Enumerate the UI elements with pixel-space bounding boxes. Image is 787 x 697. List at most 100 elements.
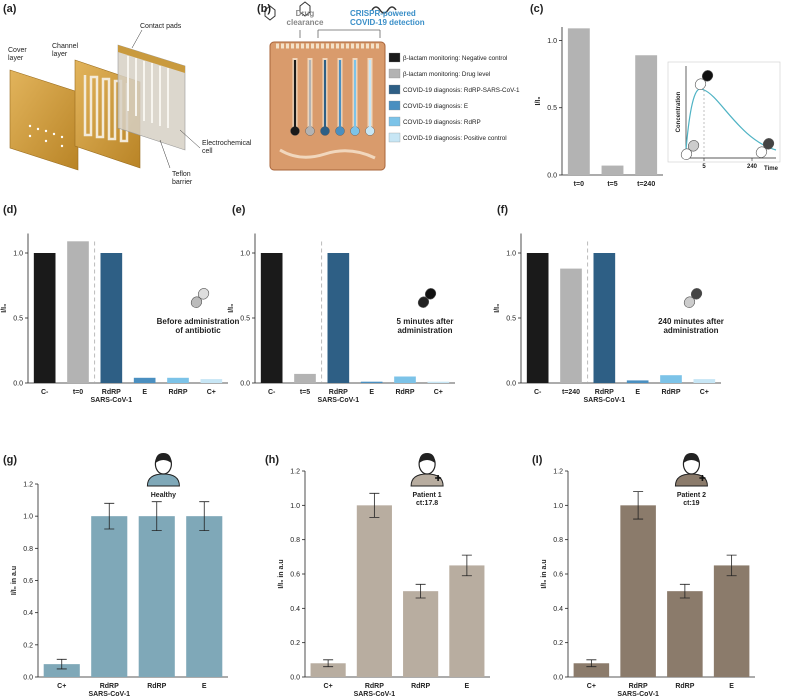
bar (100, 253, 123, 383)
y-tick-label: 0.0 (547, 173, 557, 180)
bar (356, 505, 392, 677)
x-tick-label: t=0 (574, 181, 584, 188)
bar (33, 253, 56, 383)
chip-well (305, 126, 315, 136)
bar (327, 253, 350, 383)
bar (200, 379, 223, 383)
bar (693, 379, 716, 383)
legend-swatch (388, 84, 401, 95)
y-tick-label: 1.2 (290, 469, 300, 476)
y-tick-label: 0.6 (290, 572, 300, 579)
bar (403, 591, 439, 677)
person-icon (410, 453, 444, 487)
x-tick-label: C- (41, 389, 49, 396)
y-tick-label: 1.0 (547, 38, 557, 45)
y-tick-label: 1.2 (23, 482, 33, 489)
pill-half (190, 296, 203, 308)
panel-label: (h) (265, 454, 279, 466)
inset-x-tick-label: 240 (747, 164, 758, 170)
error-bar (199, 501, 210, 532)
x-tick-label: E (635, 389, 640, 396)
y-tick-label: 0.0 (553, 675, 563, 682)
inset-y-label: Concentration (676, 91, 682, 132)
y-tick-label: 0.0 (506, 381, 516, 388)
chart-title: Healthy (151, 492, 176, 499)
x-tick-label: E (369, 389, 374, 396)
illustration-label: Teflon barrier (172, 171, 193, 186)
y-tick-label: 1.0 (240, 251, 250, 258)
y-tick-label: 1.0 (290, 503, 300, 510)
device-illustration (9, 29, 201, 171)
y-tick-label: 1.0 (553, 503, 563, 510)
person-body (146, 473, 180, 487)
y-tick-label: 0.2 (290, 640, 300, 647)
bar (560, 268, 582, 383)
y-tick-label: 0.5 (506, 316, 516, 323)
x-tick-label: t=0 (73, 389, 83, 396)
x-tick-label: t=240 (562, 389, 580, 396)
inset-x-label: Time (764, 166, 779, 172)
x-tick-label: RdRP SARS-CoV-1 (318, 389, 360, 404)
panel-label: (c) (530, 3, 544, 15)
x-tick-label: C- (534, 389, 542, 396)
panel-label: (b) (257, 3, 271, 15)
bar (133, 377, 156, 383)
bar (449, 565, 485, 677)
person-cross (699, 475, 706, 481)
y-tick-label: 0.8 (23, 546, 33, 553)
x-tick-label: E (142, 389, 147, 396)
person-icon (146, 453, 180, 487)
panel-label: (f) (497, 204, 508, 216)
bar (573, 663, 610, 677)
error-bar (586, 659, 597, 668)
chip-heading: CRISPR-powered COVID-19 detection (350, 9, 425, 27)
x-tick-label: C+ (700, 389, 709, 396)
error-bar (151, 501, 162, 532)
y-tick-label: 0.0 (290, 675, 300, 682)
bar (91, 516, 128, 677)
x-tick-label: RdRP (147, 683, 166, 690)
y-axis-label: I/I₀ (1, 304, 8, 313)
bar (43, 664, 80, 677)
pill-half (417, 296, 430, 308)
legend-label: COVID-19 diagnosis: E (403, 103, 468, 110)
x-tick-label: C+ (207, 389, 216, 396)
bar (635, 55, 658, 175)
error-bar (104, 502, 115, 530)
legend-swatch (388, 116, 401, 127)
error-bar (415, 583, 426, 599)
y-tick-label: 0.2 (553, 640, 563, 647)
error-bar (726, 554, 737, 577)
y-axis-label: I/I₀ in a.u (11, 566, 18, 595)
annotation: Before administration of antibiotic (157, 317, 240, 335)
y-tick-label: 1.0 (23, 514, 33, 521)
x-tick-label: C- (268, 389, 276, 396)
y-axis-label: I/I₀ (494, 304, 501, 313)
y-tick-label: 0.8 (553, 537, 563, 544)
bar (526, 253, 549, 383)
pill-icon (683, 288, 703, 308)
legend-label: β-lactam monitoring: Negative control (403, 55, 507, 62)
illustration-label: Contact pads (140, 23, 182, 30)
panel-label: (I) (532, 454, 543, 466)
x-tick-label: E (202, 683, 207, 690)
x-tick-label: C+ (587, 683, 596, 690)
y-axis-label: I/I₀ in a.u (541, 559, 548, 588)
inset-x-tick-label: 5 (702, 164, 706, 170)
bar (67, 241, 89, 383)
bar (260, 253, 283, 383)
y-tick-label: 0.0 (23, 675, 33, 682)
x-tick-label: RdRP SARS-CoV-1 (617, 683, 659, 697)
bar (620, 505, 656, 677)
x-tick-label: RdRP SARS-CoV-1 (354, 683, 396, 697)
bar (310, 663, 346, 677)
pill-half (755, 146, 768, 158)
legend-swatch (388, 68, 401, 79)
pill-icon (680, 140, 700, 160)
x-tick-label: RdRP SARS-CoV-1 (88, 683, 130, 697)
bar (567, 28, 590, 175)
error-bar (323, 659, 334, 668)
pill-icon (755, 138, 775, 158)
chip-well (320, 126, 330, 136)
